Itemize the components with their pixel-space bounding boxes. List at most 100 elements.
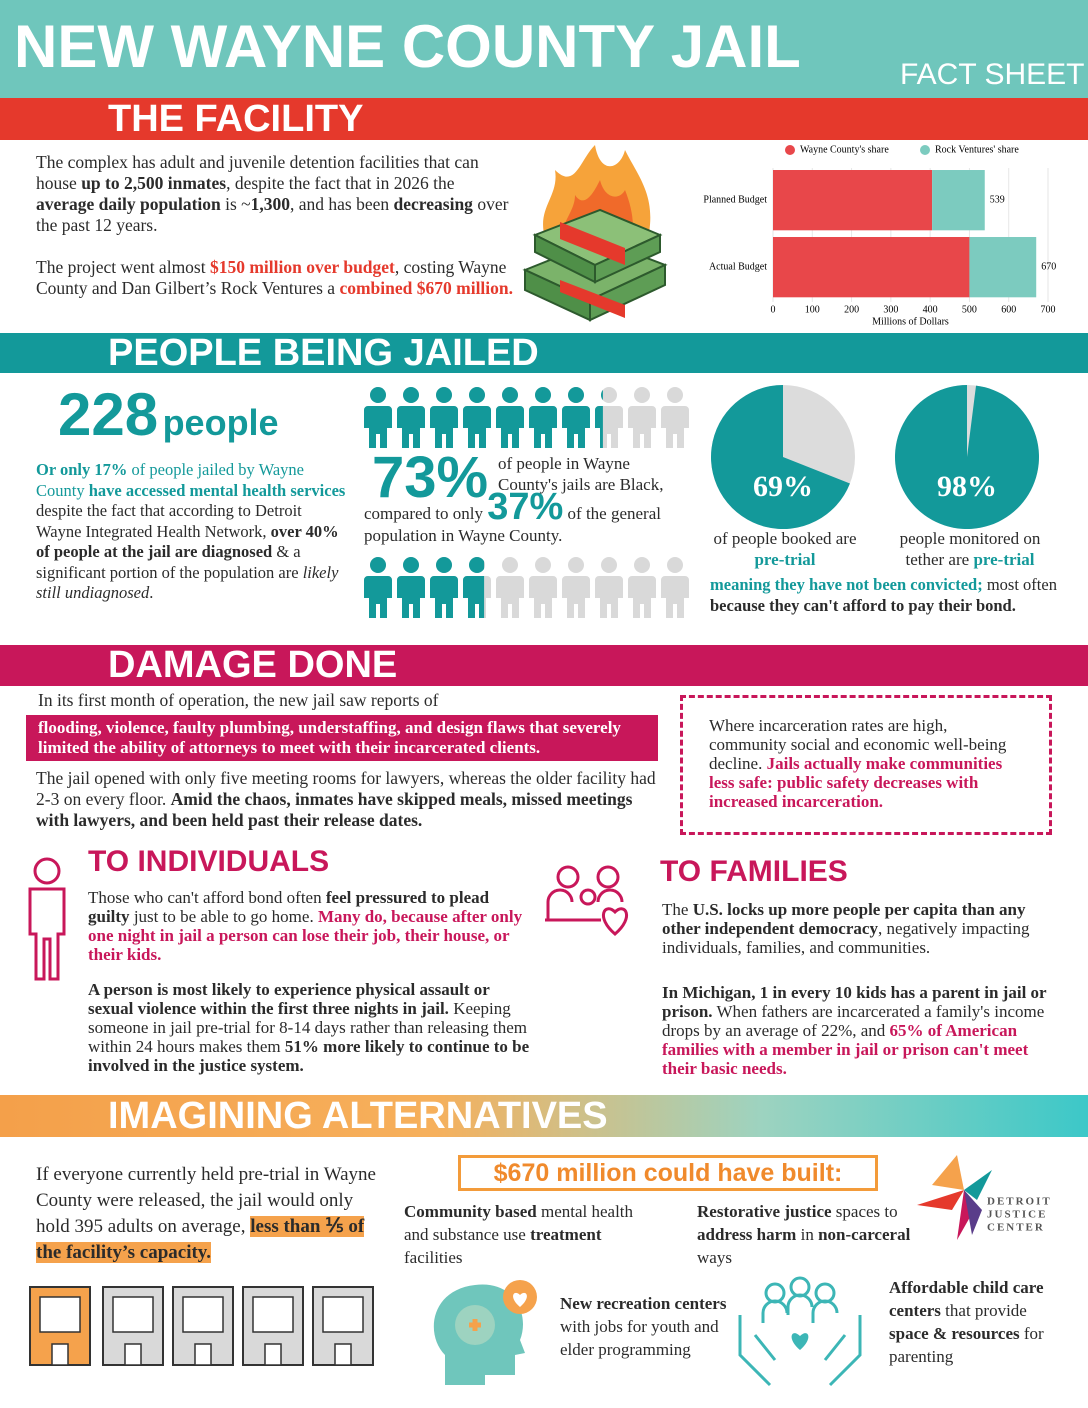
x-tick-label: 300 [883, 304, 898, 315]
x-tick-label: 100 [805, 304, 820, 315]
bar [969, 237, 1037, 298]
person-icon [562, 387, 590, 448]
text-run: up to 2,500 inmates [81, 173, 227, 193]
paragraph: The jail opened with only five meeting r… [36, 768, 656, 831]
person-icon [562, 557, 590, 618]
text-run: Jails actually make communities less saf… [709, 754, 1003, 811]
text-run: & a significant portion of the populatio… [36, 542, 303, 582]
text-run: Community based [404, 1202, 537, 1221]
text-run: A person is most likely to experience ph… [88, 980, 490, 1018]
paragraph: Or only 17% of people jailed by Wayne Co… [36, 460, 346, 604]
text-run: If everyone currently held pre-trial in … [36, 1164, 376, 1237]
subheading: TO INDIVIDUALS [88, 845, 330, 878]
person-icon [628, 557, 656, 618]
text-run: feel pressured to plead guilty [88, 888, 490, 926]
text-run: The project went almost [36, 257, 210, 277]
pie-charts: 69% 98% [711, 385, 1039, 529]
y-tick-label: Planned Budget [703, 194, 767, 205]
section-heading: PEOPLE BEING JAILED [0, 333, 1088, 373]
person-icon [595, 557, 623, 618]
pie-label: 69% [753, 470, 813, 503]
text-run: space & resources [889, 1324, 1020, 1343]
legend-label: Rock Ventures' share [935, 144, 1019, 155]
text-run: U.S. locks up more people per capita tha… [662, 900, 1026, 938]
paragraph: Those who can't afford bond often feel p… [88, 888, 533, 964]
text-run: spaces to [831, 1202, 898, 1221]
text-run: ways [697, 1248, 732, 1267]
header-band [0, 0, 1088, 98]
subheading: TO FAMILIES [660, 855, 848, 888]
icon-array [364, 557, 689, 618]
text-run: Many do, because after only one night in… [88, 907, 523, 964]
x-axis-label: Millions of Dollars [872, 316, 949, 327]
paragraph: The project went almost $150 million ove… [36, 257, 516, 299]
highlight-banner: flooding, violence, faulty plumbing, und… [26, 715, 658, 761]
alternative-item: Affordable child care centers that provi… [889, 1276, 1049, 1368]
text-run: Or only 17% [36, 460, 128, 479]
text-run: , negatively impacting individuals, fami… [662, 919, 1030, 957]
stat-label: 37% [487, 486, 564, 528]
total-label: 539 [990, 194, 1005, 205]
person-icon [397, 557, 425, 618]
person-icon [628, 387, 656, 448]
x-tick-label: 700 [1041, 304, 1056, 315]
paragraph: of people in Wayne County's jails are Bl… [498, 454, 664, 494]
text-run: despite the fact that according to Detro… [36, 501, 302, 541]
text-run: . [149, 583, 154, 602]
alternative-item: Community based mental health and substa… [404, 1200, 644, 1269]
text-run: $150 million over budget [209, 257, 395, 277]
built-heading: $670 million could have built: [458, 1155, 878, 1191]
person-icon [430, 387, 458, 448]
text-run: Where incarceration rates are high, comm… [709, 716, 1007, 773]
person-icon [28, 857, 66, 981]
text-run: over the past 12 years. [36, 194, 509, 235]
text-run: in [796, 1225, 819, 1244]
text-run: that provide [940, 1301, 1027, 1320]
burning-money-icon [522, 145, 668, 322]
text-run: Those who can't afford bond often [88, 888, 326, 907]
pie-caption: people monitored on tether are pre-trial [880, 528, 1060, 570]
bar [773, 237, 970, 298]
text-run: have accessed mental health services [88, 480, 346, 500]
alternative-item: New recreation centers with jobs for you… [560, 1292, 740, 1361]
text-run: just to be able to go home. [129, 907, 318, 926]
text-run: because they can't afford to pay their b… [710, 596, 1016, 615]
pie-slice [711, 385, 850, 529]
paragraph: meaning they have not been convicted; mo… [710, 574, 1070, 616]
text-run: mental health and substance use [404, 1202, 634, 1244]
person-icon [661, 557, 689, 618]
paragraph: compared to only 37% of the general popu… [364, 488, 694, 547]
text-run: The jail opened with only five meeting r… [36, 768, 656, 809]
text-run: Keeping someone in jail pre-trial for 8-… [88, 999, 528, 1056]
bar [773, 170, 933, 231]
title: NEW WAYNE COUNTY JAIL [14, 13, 801, 80]
paragraph: In Michigan, 1 in every 10 kids has a pa… [662, 983, 1057, 1078]
text-run: over 40% of people at the jail are diagn… [36, 521, 339, 562]
text-run: , and has been [290, 194, 394, 214]
text-run: most often [982, 575, 1057, 594]
person-icon [496, 387, 524, 448]
text-run: pre-trial [973, 550, 1035, 569]
person-icon [496, 557, 524, 618]
stat-label: 73% [372, 445, 489, 510]
person-icon [430, 557, 458, 618]
person-icon [529, 387, 557, 448]
person-icon [364, 557, 392, 618]
text-run: non-carceral [818, 1225, 911, 1244]
x-tick-label: 500 [962, 304, 977, 315]
text-run: decreasing [393, 194, 473, 214]
person-icon [397, 387, 425, 448]
section-heading: IMAGINING ALTERNATIVES [0, 1095, 1088, 1137]
text-run: treatment [530, 1225, 602, 1244]
text-run: , costing Wayne County and Dan Gilbert’s… [36, 257, 507, 298]
pie-label: 98% [937, 470, 997, 503]
legend-marker [785, 145, 795, 155]
paragraph: If everyone currently held pre-trial in … [36, 1162, 376, 1266]
paragraph: The U.S. locks up more people per capita… [662, 900, 1057, 957]
alternative-item: Restorative justice spaces to address ha… [697, 1200, 912, 1269]
subtitle: FACT SHEET [900, 58, 1085, 91]
text-run: people monitored on tether are [899, 529, 1041, 569]
x-tick-label: 400 [923, 304, 938, 315]
stat-number: 228 [58, 381, 159, 448]
